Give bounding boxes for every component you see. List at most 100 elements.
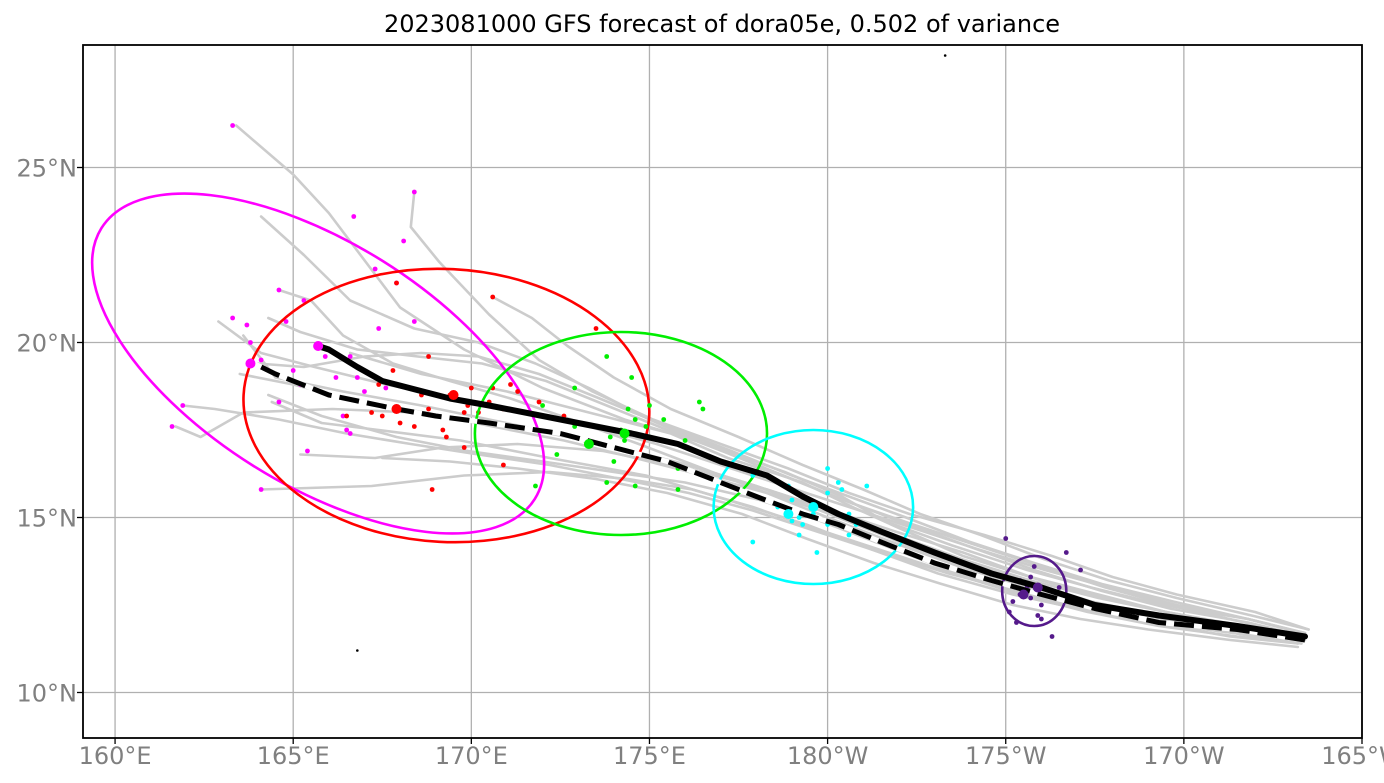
ensemble-point <box>604 480 610 485</box>
ensemble-point <box>647 403 652 408</box>
ensemble-point <box>354 375 360 380</box>
ensemble-point <box>675 487 681 492</box>
ensemble-point <box>825 466 830 471</box>
ensemble-track <box>380 456 1300 649</box>
ensemble-point <box>643 424 649 429</box>
ensemble-point <box>696 399 702 405</box>
ensemble-point <box>376 382 382 387</box>
ensemble-point <box>796 515 802 520</box>
ensemble-track <box>491 295 1310 631</box>
ensemble-point <box>607 434 613 440</box>
uncertainty-ellipse <box>712 428 915 586</box>
ensemble-point <box>500 462 506 468</box>
mean-track-marker <box>448 390 459 400</box>
x-tick-label: 165°W <box>1321 742 1384 770</box>
ensemble-point <box>533 483 538 489</box>
ensemble-point <box>230 315 236 321</box>
uncertainty-ellipse <box>473 330 769 537</box>
ensemble-point <box>461 445 467 450</box>
ensemble-point <box>344 427 350 433</box>
ensemble-point <box>554 452 560 457</box>
ensemble-point <box>846 532 852 538</box>
x-tick-label: 165°E <box>257 742 330 770</box>
y-tick-label: 10°N <box>17 680 78 708</box>
mean-track-marker <box>808 502 819 512</box>
ensemble-point <box>372 266 378 272</box>
ensemble-point <box>1010 599 1016 604</box>
x-tick-label: 175°E <box>613 742 686 770</box>
ensemble-point <box>383 385 389 391</box>
ensemble-point <box>1038 616 1044 622</box>
y-axis: 10°N 15°N 20°N 25°N <box>17 155 83 708</box>
ensemble-point <box>411 189 417 195</box>
ensemble-point <box>362 389 367 394</box>
ensemble-point <box>796 532 802 538</box>
ensemble-point <box>322 354 328 359</box>
ensemble-point <box>258 487 264 492</box>
uncertainty-ellipse <box>1000 554 1068 628</box>
ensemble-point <box>611 459 617 464</box>
ensemble-point <box>629 375 635 380</box>
ensemble-point <box>700 406 706 412</box>
ensemble-point <box>301 298 307 303</box>
ensemble-point <box>351 214 357 219</box>
ensemble-point <box>1014 620 1019 625</box>
ensemble-track <box>234 124 1303 635</box>
ensemble-point <box>593 326 599 331</box>
grid-lines <box>83 45 1363 738</box>
y-tick-label: 20°N <box>17 330 78 358</box>
ensemble-point <box>411 319 417 324</box>
ensemble-point <box>376 326 382 331</box>
ensemble-point <box>814 550 820 555</box>
ensemble-track <box>409 190 1310 631</box>
mean-track-marker <box>1032 582 1043 593</box>
ensemble-point <box>540 403 545 408</box>
ensemble-point <box>244 322 250 328</box>
tracks-layer <box>90 54 1310 652</box>
chart-title: 2023081000 GFS forecast of dora05e, 0.50… <box>383 10 1061 38</box>
ensemble-point <box>572 385 578 391</box>
x-tick-label: 175°W <box>965 742 1047 770</box>
dashed-track-marker <box>245 358 256 369</box>
ensemble-point <box>401 238 407 244</box>
ensemble-point <box>1038 602 1044 608</box>
ensemble-point <box>397 420 403 426</box>
plot-frame <box>82 44 1363 739</box>
ensemble-point <box>369 410 374 415</box>
ensemble-point <box>276 399 282 405</box>
x-axis: 160°E 165°E 170°E 175°E 180°W 175°W 170°W 165°W <box>79 738 1384 770</box>
ensemble-point <box>340 413 346 419</box>
ensemble-point <box>789 518 795 524</box>
dashed-track-marker <box>783 509 794 519</box>
dashed-track-marker <box>583 439 594 449</box>
ensemble-point <box>169 424 175 429</box>
ensemble-point <box>347 431 353 436</box>
ensemble-point <box>379 413 385 419</box>
ensemble-point <box>515 389 521 394</box>
dashed-track-marker <box>391 404 402 414</box>
x-tick-label: 170°E <box>435 742 508 770</box>
ensemble-point <box>632 417 638 422</box>
x-tick-label: 180°W <box>787 742 869 770</box>
annotation-dot <box>943 54 947 57</box>
ensemble-point <box>800 522 806 527</box>
ensemble-point <box>248 340 253 345</box>
ensemble-point <box>789 497 795 503</box>
ensemble-point <box>1003 536 1009 541</box>
ensemble-point <box>536 399 542 405</box>
annotation-dot <box>356 649 359 652</box>
ensemble-point <box>622 438 627 443</box>
ensemble-point <box>276 287 282 293</box>
ensemble-point <box>1028 574 1034 580</box>
ensemble-point <box>1035 613 1041 618</box>
ensemble-point <box>344 413 350 419</box>
ensemble-track <box>266 316 1307 638</box>
ensemble-point <box>625 406 631 412</box>
ensemble-point <box>429 487 435 492</box>
ensemble-point <box>682 438 688 443</box>
ensemble-point <box>825 490 830 496</box>
ensemble-point <box>290 368 296 373</box>
ensemble-point <box>1056 585 1062 590</box>
ensemble-point <box>508 382 513 387</box>
